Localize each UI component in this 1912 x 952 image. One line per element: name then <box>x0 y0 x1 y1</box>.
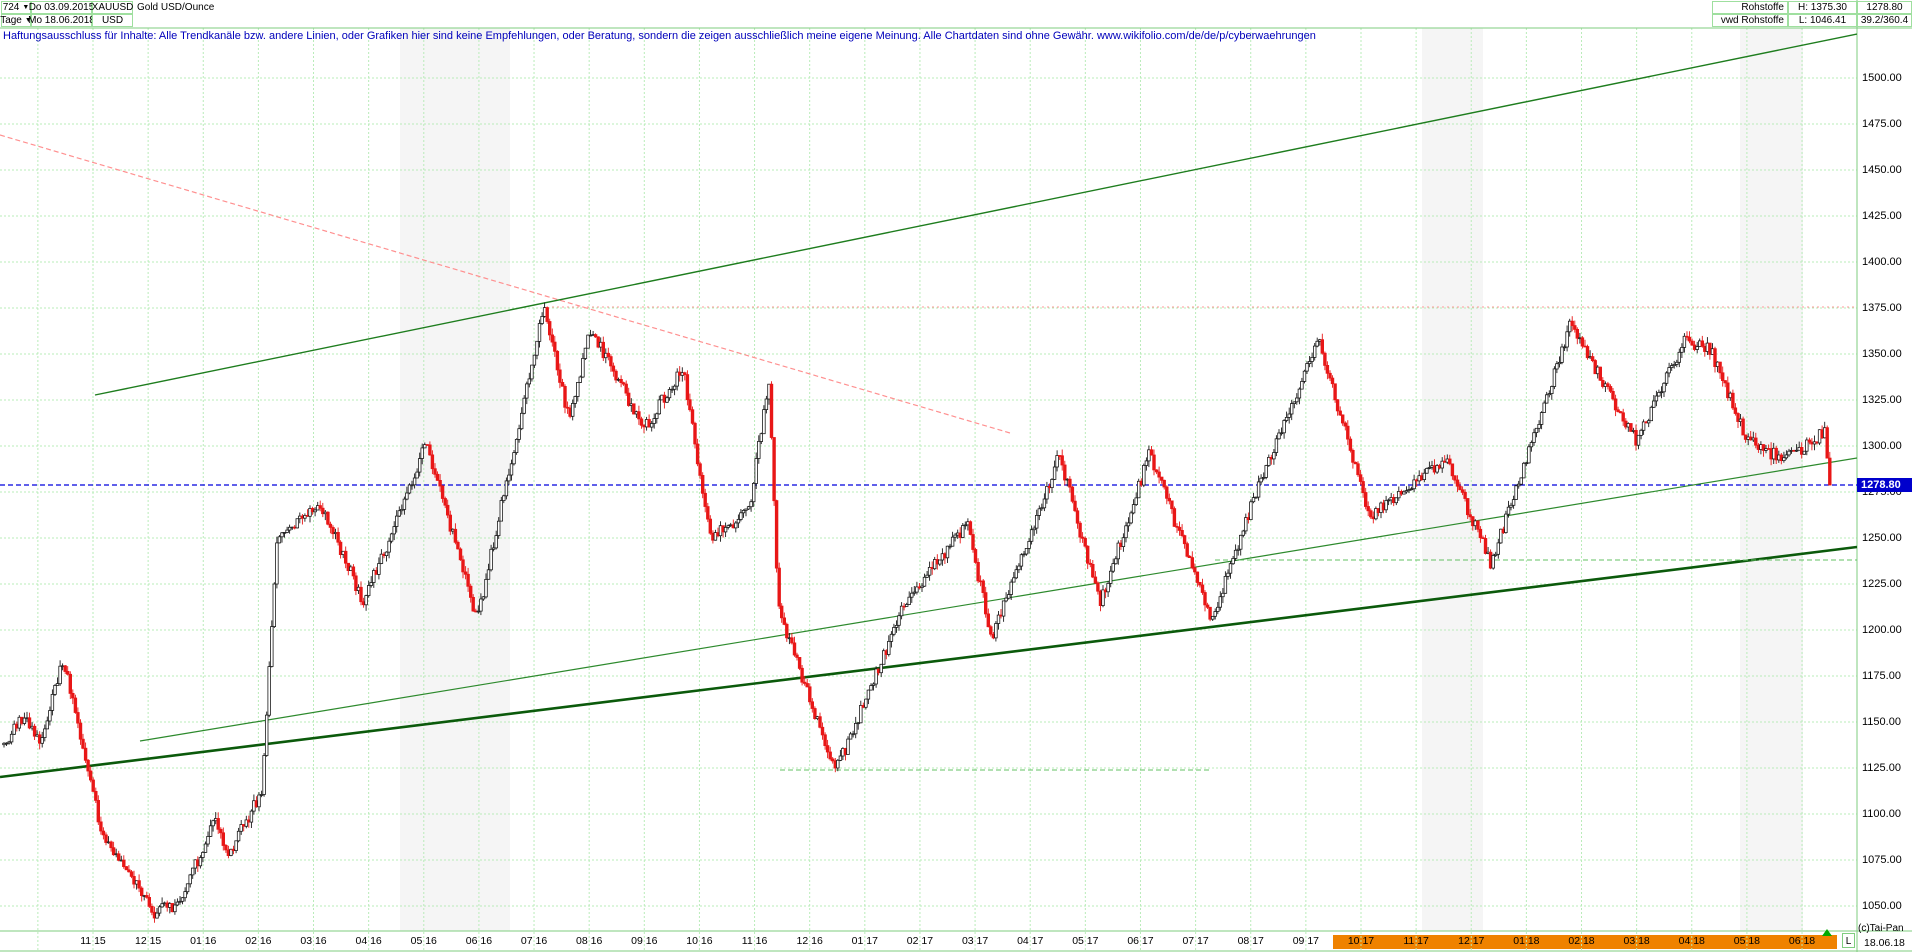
price-axis-label: 1450.00 <box>1862 164 1902 176</box>
timeframe-dropdown[interactable]: Tage ▼ <box>0 14 32 27</box>
last-price-tag: 1278.80 <box>1857 478 1912 492</box>
last-date-label: 18.06.18 <box>1864 937 1905 949</box>
time-axis-label: 09 17 <box>1292 935 1319 947</box>
last-candle-marker-icon <box>1822 929 1832 936</box>
price-axis-label: 1125.00 <box>1862 762 1901 774</box>
price-axis-label: 1375.00 <box>1862 302 1902 314</box>
price-axis-label: 1250.00 <box>1862 532 1902 544</box>
time-axis-label-highlighted: 12 17 <box>1458 935 1485 947</box>
rising-support-thin <box>139 457 1857 742</box>
time-axis-label: 01 16 <box>190 935 217 947</box>
period-dropdown[interactable]: 724 ▼ <box>1 1 31 14</box>
price-axis-label: 1050.00 <box>1862 900 1902 912</box>
dropdown-arrow-icon: ▼ <box>22 3 30 11</box>
time-axis-label-highlighted: 11 17 <box>1403 935 1429 947</box>
highlighted-period-bar <box>1333 935 1837 949</box>
price-axis-label: 1300.00 <box>1862 440 1902 452</box>
time-axis-label: 09 16 <box>631 935 658 947</box>
time-axis-label: 11 15 <box>80 935 106 947</box>
time-axis-label-highlighted: 01 18 <box>1513 935 1540 947</box>
price-axis-label: 1225.00 <box>1862 578 1902 590</box>
time-axis-label-highlighted: 03 18 <box>1623 935 1650 947</box>
time-axis-label: 04 16 <box>355 935 382 947</box>
shaded-band <box>400 28 510 931</box>
period-value: 724 <box>2 1 20 13</box>
price-axis-label: 1425.00 <box>1862 210 1902 222</box>
price-axis-label: 1100.00 <box>1862 808 1901 820</box>
ratio-value: 39.2/360.4 <box>1857 14 1912 27</box>
time-axis-label-highlighted: 05 18 <box>1733 935 1761 947</box>
time-axis-label: 12 15 <box>134 935 162 947</box>
time-axis-label: 07 16 <box>520 935 548 947</box>
symbol-field[interactable]: XAUUSD <box>91 1 134 14</box>
time-axis-label: 08 16 <box>576 935 603 947</box>
price-axis-label: 1350.00 <box>1862 348 1902 360</box>
time-axis-label-highlighted: 04 18 <box>1678 935 1705 947</box>
price-axis-label: 1200.00 <box>1862 624 1902 636</box>
price-axis-label: 1400.00 <box>1862 256 1902 268</box>
period-low-value: L: 1046.41 <box>1788 14 1857 27</box>
currency-field: USD <box>92 14 133 27</box>
price-axis-label: 1500.00 <box>1862 72 1902 84</box>
time-axis-label: 07 17 <box>1182 935 1209 947</box>
date-from-field[interactable]: Do 03.09.2015 <box>28 1 95 14</box>
time-axis-label: 04 17 <box>1017 935 1044 947</box>
time-axis-label: 06 16 <box>465 935 493 947</box>
time-axis-label: 05 16 <box>410 935 437 947</box>
shaded-band <box>1740 28 1803 931</box>
price-axis-label: 1150.00 <box>1862 716 1901 728</box>
time-axis-label: 10 16 <box>686 935 713 947</box>
price-axis-label: 1075.00 <box>1862 854 1902 866</box>
price-axis-label: 1475.00 <box>1862 118 1902 130</box>
disclaimer-text: Haftungsausschluss für Inhalte: Alle Tre… <box>3 30 1316 42</box>
copyright-label: (c)Tai-Pan <box>1858 923 1904 934</box>
dropdown-arrow-icon: ▼ <box>24 16 32 24</box>
timeframe-value: Tage <box>0 14 22 26</box>
time-axis-label: 05 17 <box>1072 935 1099 947</box>
time-axis-label: 03 17 <box>961 935 989 947</box>
time-axis-label: 08 17 <box>1237 935 1264 947</box>
last-price-value: 1278.80 <box>1857 1 1912 14</box>
rising-resistance-line <box>94 33 1857 396</box>
time-axis-label: 02 17 <box>906 935 934 947</box>
date-to-field[interactable]: Mo 18.06.2018 <box>28 14 95 27</box>
time-axis-label: 03 16 <box>300 935 327 947</box>
time-axis-label: 02 16 <box>245 935 272 947</box>
last-marker-box: L <box>1842 933 1855 948</box>
time-axis-label: 11 16 <box>741 935 768 947</box>
time-axis-label: 01 17 <box>851 935 878 947</box>
rising-support-thick <box>0 545 1857 779</box>
feed-name: Rohstoffe <box>1712 1 1788 14</box>
time-axis-label-highlighted: 06 18 <box>1788 935 1816 947</box>
time-axis-label: 12 16 <box>796 935 823 947</box>
candlestick-series <box>2 302 1832 923</box>
instrument-title: Gold USD/Ounce <box>137 1 215 13</box>
feed-source: vwd Rohstoffe <box>1712 14 1788 27</box>
time-axis-label: 06 17 <box>1127 935 1154 947</box>
price-axis-label: 1175.00 <box>1862 670 1901 682</box>
period-high-value: H: 1375.30 <box>1788 1 1857 14</box>
time-axis-label-highlighted: 02 18 <box>1568 935 1595 947</box>
time-axis-label-highlighted: 10 17 <box>1347 935 1375 947</box>
price-axis-label: 1325.00 <box>1862 394 1902 406</box>
